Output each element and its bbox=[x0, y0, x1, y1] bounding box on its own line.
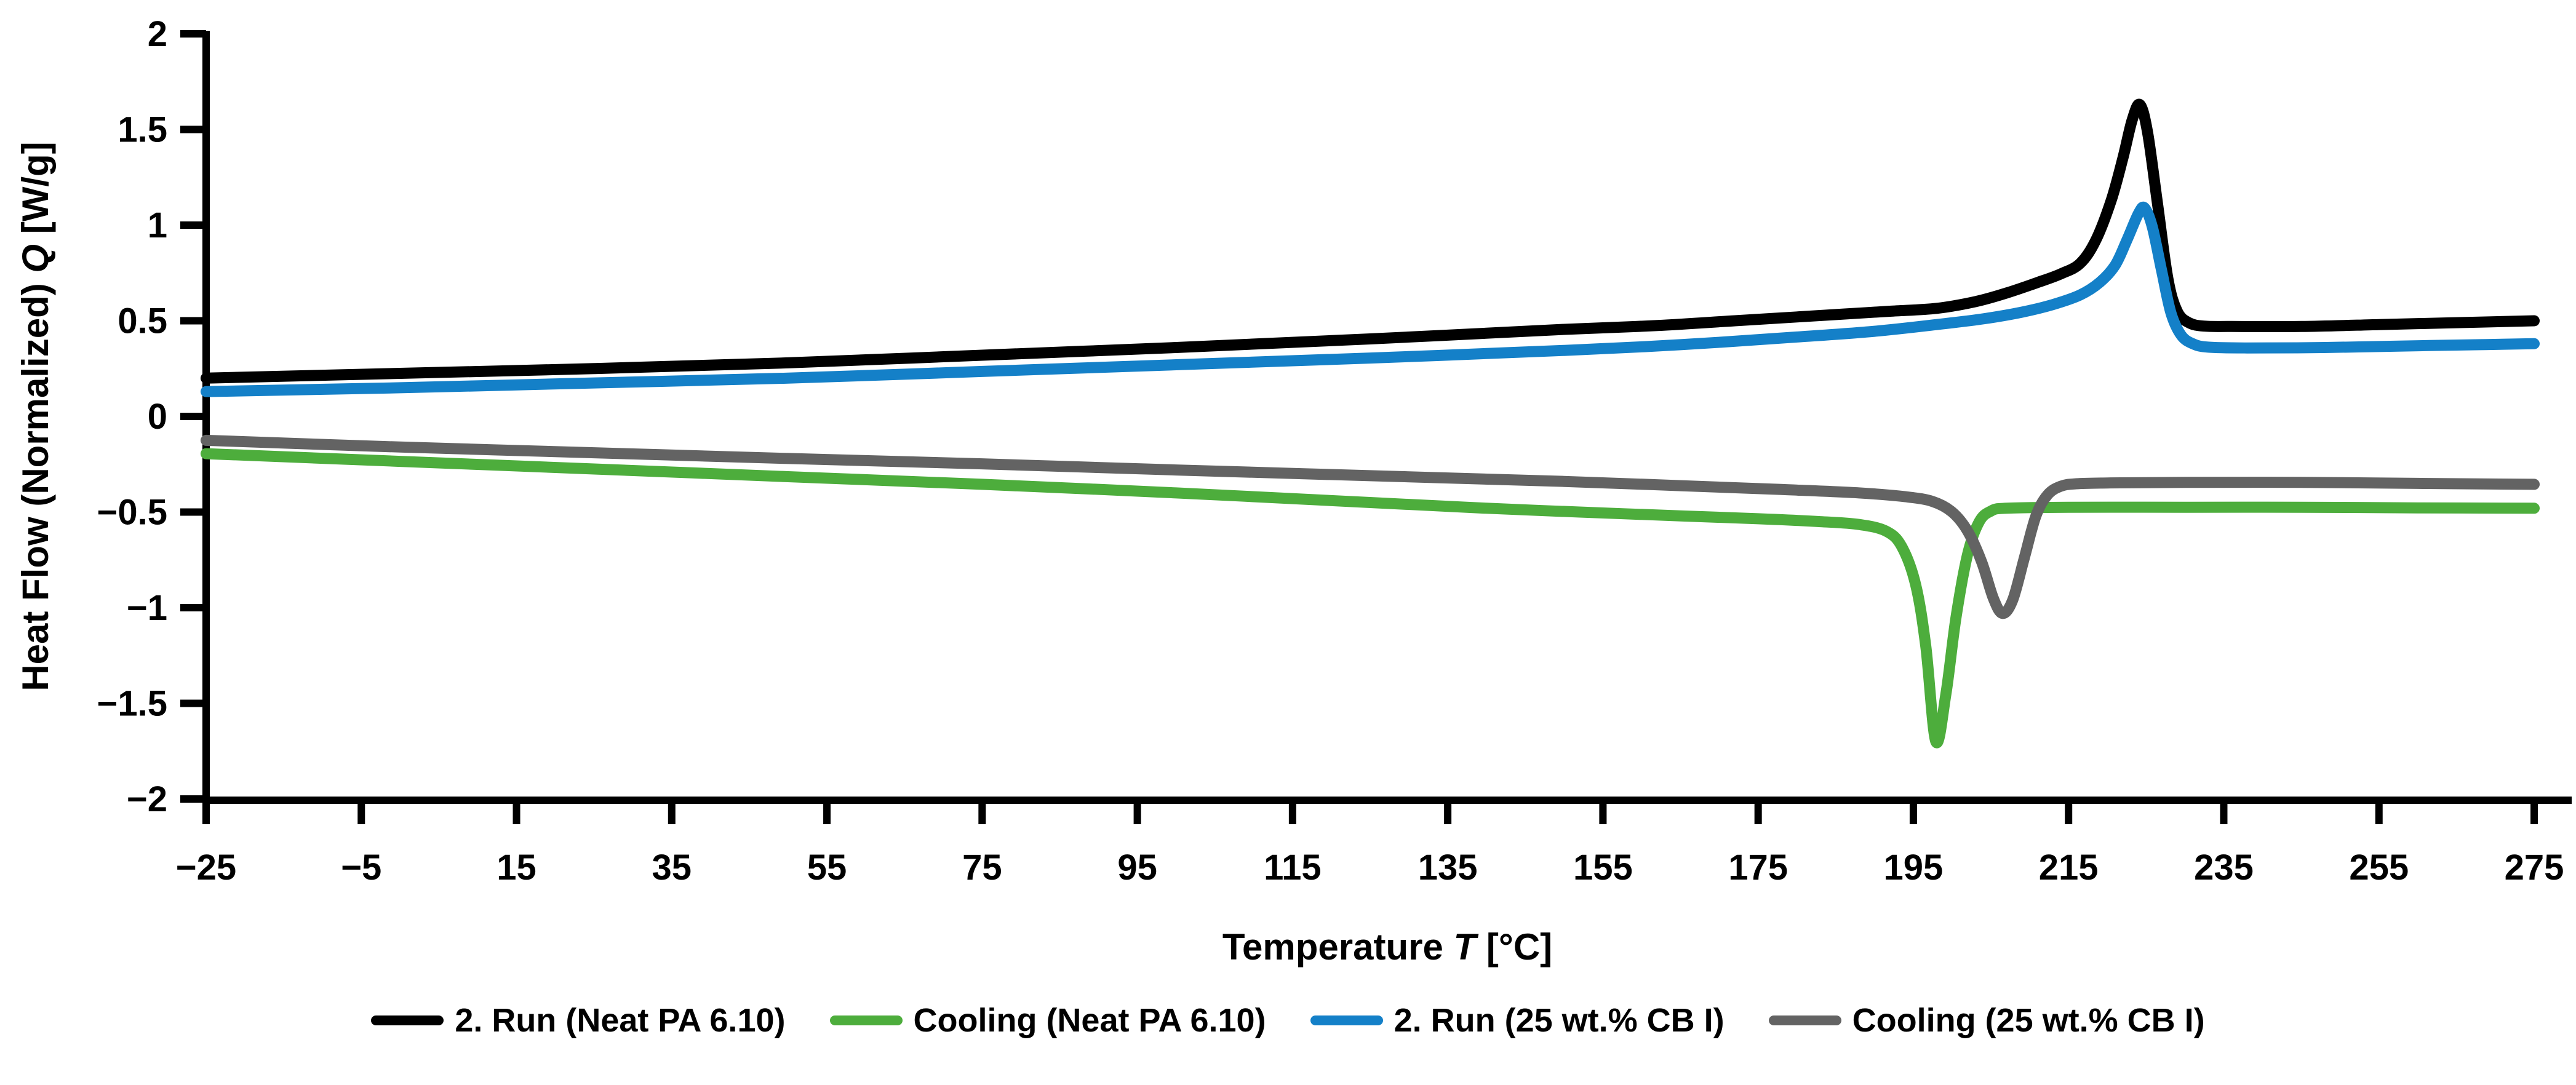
legend-item-run-cb: 2. Run (25 wt.% CB I) bbox=[1310, 1001, 1725, 1039]
y-axis-ticks: 2 1.5 1 0.5 0 −0.5 −1 −1.5 −2 bbox=[97, 14, 206, 819]
y-tick-label: −2 bbox=[127, 779, 167, 819]
legend-line-blue bbox=[1310, 1015, 1383, 1025]
legend-item-cooling-neat: Cooling (Neat PA 6.10) bbox=[829, 1001, 1266, 1039]
x-axis-ticks: −25 −5 15 35 55 75 95 115 135 155 175 195 215 235 255 2… bbox=[176, 800, 2564, 888]
x-tick-label: 95 bbox=[1117, 848, 1157, 888]
x-tick-label: 35 bbox=[652, 848, 692, 888]
curves-group bbox=[201, 98, 2540, 749]
x-tick-label: −25 bbox=[176, 848, 236, 888]
chart-legend: 2. Run (Neat PA 6.10) Cooling (Neat PA 6… bbox=[0, 1001, 2576, 1039]
y-tick-label: 1 bbox=[148, 205, 167, 245]
x-tick-label: 215 bbox=[2039, 848, 2099, 888]
legend-item-cooling-cb: Cooling (25 wt.% CB I) bbox=[1768, 1001, 2205, 1039]
y-tick-label: −1 bbox=[127, 588, 167, 628]
curve-cooling-25-wt-cb-i bbox=[201, 434, 2540, 619]
y-axis-title: Heat Flow (Normalized) Q [W/g] bbox=[15, 141, 56, 691]
x-tick-label: 55 bbox=[807, 848, 847, 888]
x-tick-label: 135 bbox=[1418, 848, 1478, 888]
curve-2-run-25-wt-cb-i bbox=[201, 201, 2540, 397]
x-tick-label: 175 bbox=[1728, 848, 1788, 888]
x-tick-label: 15 bbox=[496, 848, 536, 888]
x-tick-label: −5 bbox=[341, 848, 381, 888]
curve-cooling-neat-pa-6-10 bbox=[201, 448, 2540, 749]
legend-label: Cooling (Neat PA 6.10) bbox=[913, 1002, 1266, 1039]
legend-item-run-neat: 2. Run (Neat PA 6.10) bbox=[371, 1001, 786, 1039]
y-tick-label: 0.5 bbox=[118, 301, 167, 341]
x-tick-label: 75 bbox=[962, 848, 1002, 888]
legend-line-gray bbox=[1768, 1015, 1841, 1025]
x-axis-title: Temperature T [°C] bbox=[1222, 926, 1552, 968]
legend-label: Cooling (25 wt.% CB I) bbox=[1852, 1002, 2205, 1039]
y-tick-label: −1.5 bbox=[97, 684, 168, 724]
legend-line-black bbox=[371, 1015, 444, 1025]
y-tick-label: −0.5 bbox=[97, 493, 168, 533]
legend-label: 2. Run (Neat PA 6.10) bbox=[455, 1002, 786, 1039]
x-tick-label: 195 bbox=[1884, 848, 1944, 888]
legend-line-green bbox=[829, 1015, 903, 1025]
x-tick-label: 255 bbox=[2349, 848, 2409, 888]
curve-2-run-neat-pa-6-10 bbox=[201, 98, 2540, 384]
y-tick-label: 2 bbox=[148, 14, 167, 54]
x-tick-label: 235 bbox=[2194, 848, 2254, 888]
x-tick-label: 155 bbox=[1573, 848, 1633, 888]
legend-label: 2. Run (25 wt.% CB I) bbox=[1394, 1002, 1725, 1039]
y-tick-label: 1.5 bbox=[118, 110, 167, 150]
x-tick-label: 275 bbox=[2505, 848, 2564, 888]
x-tick-label: 115 bbox=[1264, 848, 1322, 888]
y-tick-label: 0 bbox=[148, 397, 167, 437]
